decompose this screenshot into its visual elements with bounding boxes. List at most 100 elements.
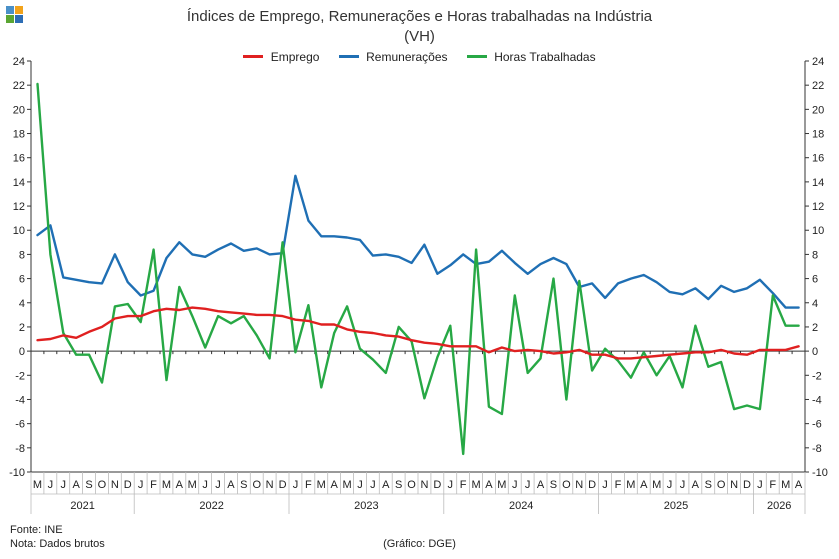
month-label: J [48, 479, 54, 491]
month-label: O [98, 479, 107, 491]
y-tick-label-left: -2 [15, 370, 25, 382]
year-label: 2026 [767, 500, 791, 512]
month-label: D [588, 479, 596, 491]
y-tick-label-right: 14 [812, 177, 824, 189]
y-tick-label-right: 16 [812, 153, 824, 165]
y-tick-label-left: 14 [13, 177, 25, 189]
year-label: 2021 [70, 500, 94, 512]
month-label: F [305, 479, 312, 491]
month-label: J [357, 479, 363, 491]
month-label: A [227, 479, 235, 491]
footer-source: Fonte: INE [10, 524, 63, 536]
year-label: 2022 [199, 500, 223, 512]
y-tick-label-right: -4 [812, 394, 822, 406]
y-tick-label-left: 18 [13, 129, 25, 141]
y-tick-label-left: 0 [19, 346, 25, 358]
y-tick-label-left: -10 [9, 467, 25, 479]
month-label: A [382, 479, 390, 491]
series-line-emprego [36, 306, 800, 360]
month-label: M [342, 479, 351, 491]
logo-square-green [6, 15, 14, 23]
chart-title-unit: (VH) [404, 28, 435, 45]
month-label: A [72, 479, 80, 491]
y-tick-label-left: 2 [19, 322, 25, 334]
month-label: M [652, 479, 661, 491]
y-tick-label-left: -8 [15, 443, 25, 455]
legend-label-remuneracoes: Remunerações [366, 50, 448, 64]
legend-swatch-remuneracoes [338, 55, 359, 59]
y-tick-label-right: -6 [812, 419, 822, 431]
y-tick-label-right: 4 [812, 298, 818, 310]
month-label: N [266, 479, 274, 491]
y-tick-label-right: 8 [812, 249, 818, 261]
logo-square-darkblue [15, 15, 23, 23]
y-tick-label-right: 2 [812, 322, 818, 334]
y-tick-label-right: -2 [812, 370, 822, 382]
y-tick-label-left: 20 [13, 104, 25, 116]
month-label: F [769, 479, 776, 491]
legend-item-horas: Horas Trabalhadas [466, 50, 596, 64]
month-label: M [188, 479, 197, 491]
month-label: J [667, 479, 673, 491]
month-label: J [602, 479, 608, 491]
legend-item-emprego: Emprego [243, 50, 319, 64]
legend-item-remuneracoes: Remunerações [338, 50, 448, 64]
y-tick-label-left: -6 [15, 419, 25, 431]
month-label: N [420, 479, 428, 491]
legend-swatch-emprego [243, 55, 264, 59]
y-tick-label-right: 6 [812, 274, 818, 286]
month-label: O [562, 479, 571, 491]
month-label: O [717, 479, 726, 491]
month-label: S [395, 479, 402, 491]
month-label: J [680, 479, 686, 491]
legend-swatch-horas [466, 55, 487, 59]
y-tick-label-right: -10 [812, 467, 828, 479]
chart-series-layer [36, 82, 800, 456]
y-tick-label-left: 8 [19, 249, 25, 261]
month-label: A [795, 479, 803, 491]
year-label: 2024 [509, 500, 533, 512]
month-label: S [240, 479, 247, 491]
month-label: D [124, 479, 132, 491]
y-tick-label-right: -8 [812, 443, 822, 455]
y-tick-label-left: 6 [19, 274, 25, 286]
year-label: 2025 [664, 500, 688, 512]
series-line-horas-trabalhadas [36, 82, 800, 456]
month-label: A [176, 479, 184, 491]
month-label: M [317, 479, 326, 491]
y-tick-label-right: 24 [812, 56, 824, 68]
month-label: J [293, 479, 299, 491]
month-label: M [471, 479, 480, 491]
month-label: N [575, 479, 583, 491]
y-tick-label-left: 4 [19, 298, 25, 310]
footer-credit: (Gráfico: DGE) [383, 538, 456, 550]
month-label: A [330, 479, 338, 491]
chart-legend: Emprego Remunerações Horas Trabalhadas [0, 50, 839, 64]
month-label: S [705, 479, 712, 491]
y-tick-label-left: 12 [13, 201, 25, 213]
dge-logo [6, 6, 24, 24]
month-label: S [550, 479, 557, 491]
month-label: A [640, 479, 648, 491]
month-label: J [61, 479, 67, 491]
month-label: J [512, 479, 518, 491]
y-tick-label-right: 0 [812, 346, 818, 358]
month-label: M [162, 479, 171, 491]
series-line-remuneracoes [36, 174, 800, 309]
y-tick-label-right: 18 [812, 129, 824, 141]
month-label: D [743, 479, 751, 491]
y-tick-label-left: 22 [13, 80, 25, 92]
month-label: A [692, 479, 700, 491]
y-tick-label-right: 20 [812, 104, 824, 116]
month-label: F [615, 479, 622, 491]
logo-square-blue [6, 6, 14, 14]
month-label: N [111, 479, 119, 491]
month-label: J [448, 479, 454, 491]
chart-title: Índices de Emprego, Remunerações e Horas… [186, 8, 653, 25]
y-tick-label-right: 10 [812, 225, 824, 237]
month-label: F [150, 479, 157, 491]
month-label: M [781, 479, 790, 491]
